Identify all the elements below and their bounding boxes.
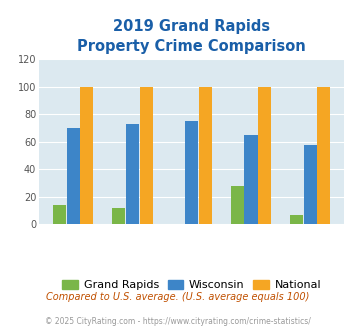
Bar xyxy=(80,87,93,224)
Bar xyxy=(126,124,139,224)
Bar xyxy=(231,186,244,224)
Bar xyxy=(140,87,153,224)
Bar xyxy=(258,87,271,224)
Bar xyxy=(290,215,303,224)
Legend: Grand Rapids, Wisconsin, National: Grand Rapids, Wisconsin, National xyxy=(58,275,326,295)
Text: Compared to U.S. average. (U.S. average equals 100): Compared to U.S. average. (U.S. average … xyxy=(46,292,309,302)
Text: © 2025 CityRating.com - https://www.cityrating.com/crime-statistics/: © 2025 CityRating.com - https://www.city… xyxy=(45,317,310,326)
Bar xyxy=(67,128,80,224)
Bar xyxy=(245,135,257,224)
Bar xyxy=(317,87,331,224)
Bar xyxy=(185,121,198,224)
Bar xyxy=(199,87,212,224)
Bar xyxy=(304,145,317,224)
Bar xyxy=(53,205,66,224)
Title: 2019 Grand Rapids
Property Crime Comparison: 2019 Grand Rapids Property Crime Compari… xyxy=(77,19,306,54)
Bar xyxy=(112,208,125,224)
